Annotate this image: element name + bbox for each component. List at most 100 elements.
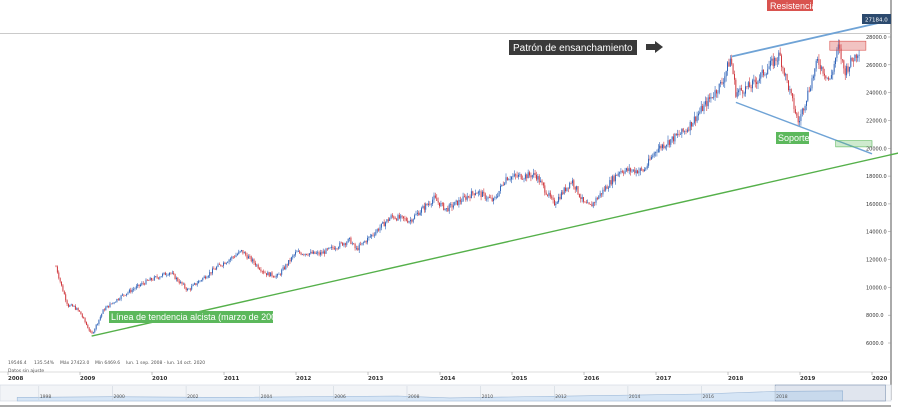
candle-body (648, 158, 650, 166)
candle-body (630, 168, 632, 172)
y-tick-label: 26000.0 (866, 63, 887, 69)
candle-body (728, 62, 730, 67)
candle-body (621, 171, 623, 173)
candle-body (311, 251, 313, 254)
candle-body (619, 172, 620, 174)
candle-body (439, 202, 440, 207)
candle-body (246, 254, 248, 259)
candle-body (812, 76, 814, 79)
candle-body (401, 215, 403, 217)
candle-body (250, 256, 252, 262)
candle-body (480, 191, 482, 197)
candle-body (346, 242, 348, 245)
candle-body (524, 174, 526, 179)
candle-body (501, 184, 503, 186)
candle-body (516, 175, 518, 177)
candle-body (81, 314, 83, 318)
candle-body (214, 269, 216, 270)
candle-body (358, 244, 360, 251)
candle-body (430, 203, 432, 205)
candle-body (393, 216, 395, 219)
candle-body (855, 54, 857, 58)
candle-body (239, 251, 241, 252)
candle-body (272, 276, 274, 277)
x-tick-label: 2010 (152, 376, 167, 382)
candle-body (685, 131, 687, 132)
candle-body (541, 180, 543, 183)
candle-body (403, 216, 404, 219)
candle-body (764, 74, 766, 76)
pattern-arrow-icon (646, 41, 663, 53)
candle-body (808, 90, 810, 92)
candle-body (583, 197, 584, 202)
candle-body (76, 308, 78, 310)
candle-body (198, 281, 200, 284)
candle-body (548, 192, 550, 196)
candle-body (837, 44, 839, 50)
candle-body (415, 214, 417, 216)
candle-body (407, 220, 409, 223)
candle-body (450, 204, 452, 205)
candle-body (544, 185, 546, 193)
candle-body (495, 197, 497, 198)
candle-body (761, 69, 763, 73)
candle-body (169, 272, 170, 275)
candle-body (821, 66, 823, 70)
candle-body (627, 168, 629, 171)
candle-body (140, 284, 141, 286)
candle-body (153, 276, 155, 280)
candle-body (234, 256, 236, 258)
candle-body (170, 272, 172, 274)
candle-body (756, 82, 758, 84)
resistance-zone (829, 40, 867, 51)
candle-body (572, 180, 573, 184)
candle-body (711, 97, 713, 98)
candle-body (650, 156, 652, 160)
candle-body (470, 191, 472, 199)
candle-body (638, 171, 640, 174)
candle-body (668, 140, 670, 145)
x-tick-label: 2012 (296, 376, 311, 382)
candle-body (256, 264, 258, 266)
candle-body (454, 201, 456, 206)
candle-body (342, 242, 344, 246)
support-label: Soporte (778, 133, 810, 143)
candle-body (299, 251, 301, 253)
candle-body (596, 198, 598, 200)
candle-body (822, 66, 824, 74)
candle-body (63, 291, 65, 295)
candle-body (412, 219, 414, 222)
candle-body (360, 244, 362, 246)
candle-body (392, 215, 393, 217)
candle-body (518, 174, 519, 177)
candle-body (326, 248, 328, 250)
candle-body (282, 267, 284, 271)
candle-body (602, 189, 604, 195)
candle-body (68, 304, 69, 307)
candle-body (397, 215, 399, 221)
candle-body (473, 193, 475, 195)
candle-body (362, 242, 364, 244)
candle-body (526, 174, 528, 179)
candle-body (202, 278, 204, 281)
candle-body (512, 176, 514, 177)
navigator-window[interactable] (774, 384, 886, 402)
candle-body (599, 193, 601, 197)
candle-body (506, 177, 508, 181)
candle-body (671, 136, 673, 140)
candle-body (302, 254, 303, 255)
candle-body (228, 259, 230, 262)
candle-body (252, 259, 254, 262)
candle-body (110, 303, 112, 305)
candle-body (185, 287, 187, 290)
candle-body (508, 179, 510, 181)
candle-body (371, 234, 373, 237)
candle-body (493, 198, 494, 201)
candle-body (347, 238, 349, 243)
candle-body (674, 133, 676, 142)
candle-body (159, 277, 161, 279)
candle-body (664, 146, 666, 148)
candle-body (340, 242, 342, 244)
candle-body (710, 97, 712, 99)
